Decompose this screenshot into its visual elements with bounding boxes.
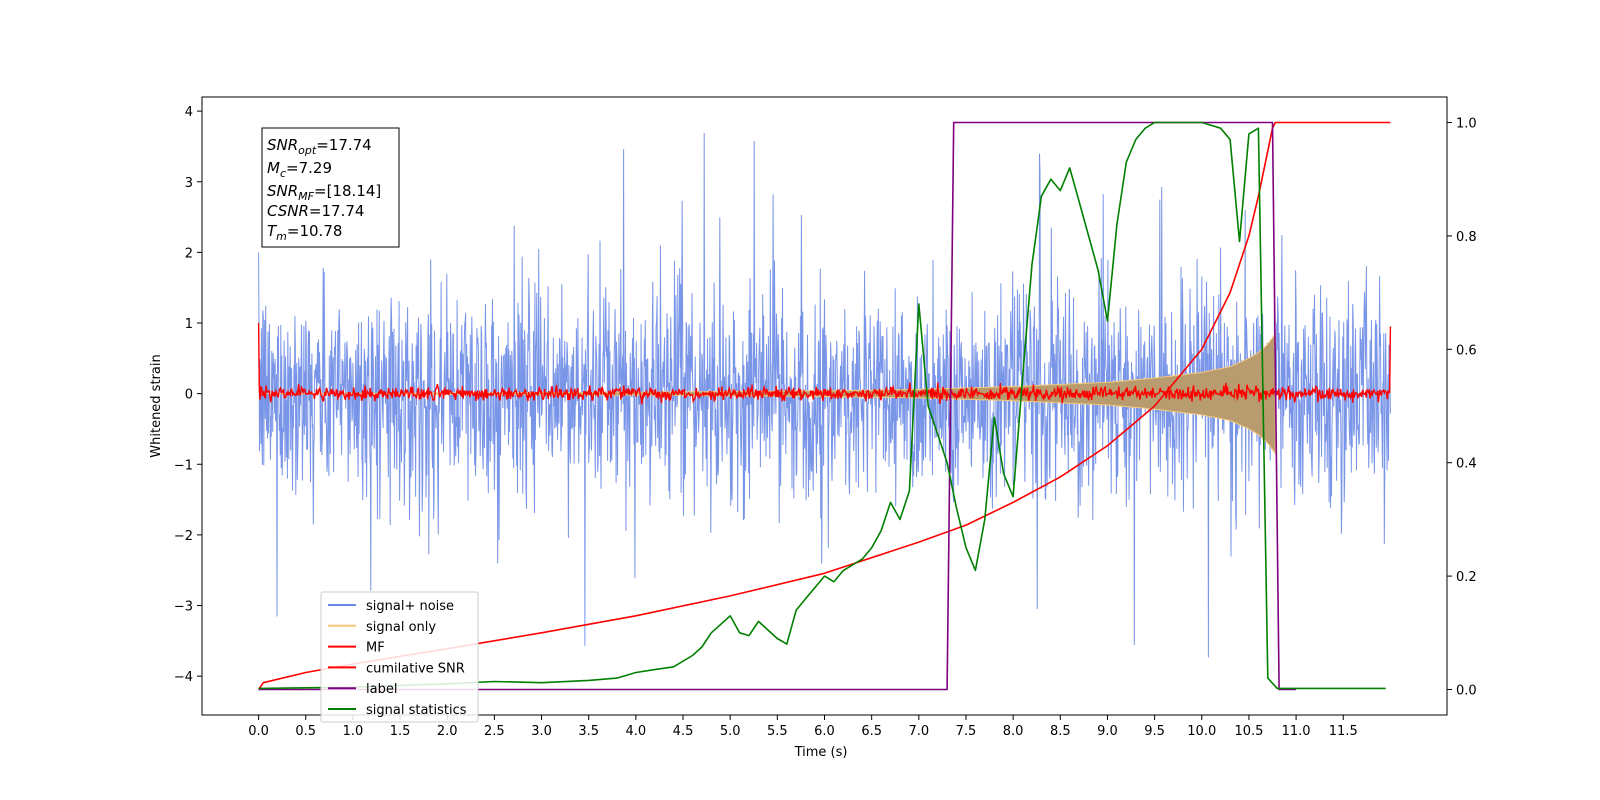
x-tick-label: 5.0 (720, 724, 741, 739)
y2-axis-ticks: 0.0 0.2 0.4 0.6 0.8 1.0 (1447, 117, 1477, 698)
y-tick-label: 2 (185, 246, 193, 261)
annotation-box: SNRopt=17.74 Mc=7.29 SNRMF=[18.14] CSNR=… (261, 127, 400, 248)
y-axis-ticks: −4 −3 −2 −1 0 1 2 3 4 (174, 105, 202, 685)
legend-label: label (366, 682, 397, 697)
series-mf (257, 322, 1392, 405)
x-tick-label: 1.0 (343, 724, 364, 739)
y-tick-label: 3 (185, 176, 193, 191)
x-tick-label: 9.5 (1144, 724, 1165, 739)
legend-label: MF (366, 641, 385, 656)
legend: signal+ noise signal only MF cumilative SNR… (320, 591, 479, 723)
y2-tick-label: 0.2 (1456, 570, 1477, 585)
x-tick-label: 4.5 (673, 724, 694, 739)
annotation-csnr: CSNR=17.74 (267, 202, 364, 220)
legend-label: signal+ noise (366, 599, 454, 614)
series-signal-statistics (258, 121, 1386, 690)
y2-tick-label: 0.0 (1456, 683, 1477, 698)
series-label (258, 121, 1297, 691)
x-tick-label: 3.0 (531, 724, 552, 739)
x-axis-label: Time (s) (794, 745, 848, 760)
y-tick-label: 0 (185, 388, 193, 403)
y-tick-label: −3 (174, 600, 193, 615)
x-tick-label: 7.0 (908, 724, 929, 739)
annotation-snr-mf: SNRMF=[18.14] (267, 182, 381, 203)
annotation-mc: Mc=7.29 (267, 159, 332, 180)
y-tick-label: 4 (185, 105, 193, 120)
x-tick-label: 6.0 (814, 724, 835, 739)
y2-tick-label: 0.6 (1456, 343, 1477, 358)
x-tick-label: 2.0 (437, 724, 458, 739)
x-tick-label: 0.0 (248, 724, 269, 739)
legend-label: signal only (366, 620, 436, 635)
x-tick-label: 1.5 (390, 724, 411, 739)
x-axis-ticks: 0.0 0.5 1.0 1.5 2.0 2.5 3.0 3.5 4.0 4.5 5.0 5.5 6.0 6… (248, 715, 1358, 739)
series-layer (257, 121, 1392, 691)
x-tick-label: 0.5 (295, 724, 316, 739)
y-tick-label: −1 (174, 458, 193, 473)
x-tick-label: 2.5 (484, 724, 505, 739)
y-tick-label: −4 (174, 670, 193, 685)
x-tick-label: 4.0 (626, 724, 647, 739)
x-tick-label: 11.5 (1329, 724, 1358, 739)
y-tick-label: 1 (185, 317, 193, 332)
y2-tick-label: 0.4 (1456, 457, 1477, 472)
annotation-tm: Tm=10.78 (267, 222, 342, 243)
y-tick-label: −2 (174, 529, 193, 544)
x-tick-label: 8.5 (1050, 724, 1071, 739)
y2-tick-label: 0.8 (1456, 230, 1477, 245)
x-tick-label: 7.5 (956, 724, 977, 739)
x-tick-label: 8.0 (1003, 724, 1024, 739)
x-tick-label: 11.0 (1282, 724, 1311, 739)
legend-label: cumilative SNR (366, 661, 465, 676)
x-tick-label: 6.5 (861, 724, 882, 739)
x-tick-label: 3.5 (578, 724, 599, 739)
annotation-snr-opt: SNRopt=17.74 (267, 136, 372, 157)
x-tick-label: 5.5 (767, 724, 788, 739)
x-tick-label: 10.0 (1187, 724, 1216, 739)
y-axis-label: Whitened strain (149, 354, 164, 457)
x-tick-label: 9.0 (1097, 724, 1118, 739)
x-tick-label: 10.5 (1234, 724, 1263, 739)
y2-tick-label: 1.0 (1456, 117, 1477, 132)
legend-label: signal statistics (366, 703, 467, 718)
series-signal-noise (258, 132, 1391, 658)
